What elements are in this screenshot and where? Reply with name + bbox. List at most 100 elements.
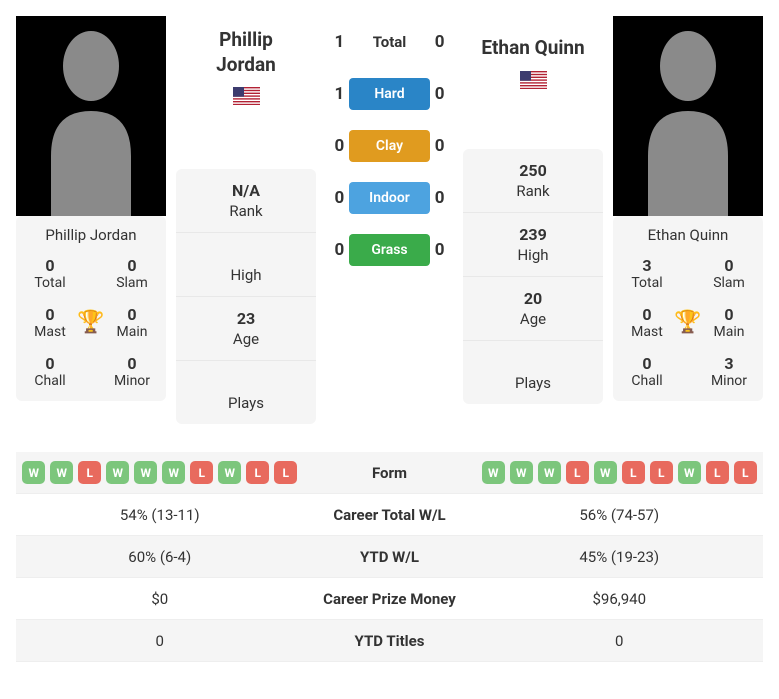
surface-indoor-b: 0 xyxy=(430,188,449,208)
surface-clay-b: 0 xyxy=(430,136,449,156)
ytd-titles-label: YTD Titles xyxy=(300,632,480,650)
player-b-name-card: Ethan Quinn xyxy=(621,226,755,244)
surface-indoor-label: Indoor xyxy=(349,182,431,214)
surface-indoor-row: 0 Indoor 0 xyxy=(330,182,449,214)
player-b-ytd-titles: 0 xyxy=(480,632,760,650)
surface-indoor-a: 0 xyxy=(330,188,349,208)
surface-grass-label: Grass xyxy=(349,234,431,266)
player-a-titles-grid: 0Total 0Slam 0Mast 🏆 0Main 0Chall 0Minor xyxy=(24,256,158,389)
minor-label: Minor xyxy=(106,373,158,389)
surface-grass-a: 0 xyxy=(330,240,349,260)
surfaces-col: 1 Total 0 1 Hard 0 0 Clay 0 0 Indoor 0 0… xyxy=(326,16,453,424)
prize-label: Career Prize Money xyxy=(300,590,480,608)
comp-form-row: WWLWWWLWLL Form WWWLWLLWLL xyxy=(16,452,763,494)
surface-hard-row: 1 Hard 0 xyxy=(330,78,449,110)
comp-ytd-wl-row: 60% (6-4) YTD W/L 45% (19-23) xyxy=(16,536,763,578)
surface-total-b: 0 xyxy=(430,32,449,52)
surface-clay-row: 0 Clay 0 xyxy=(330,130,449,162)
player-a-silhouette xyxy=(16,16,166,216)
form-pill: L xyxy=(706,461,729,484)
form-label: Form xyxy=(300,464,480,482)
form-pill: W xyxy=(106,461,129,484)
form-pill: W xyxy=(678,461,701,484)
high-label: High xyxy=(176,266,316,284)
surface-total-row: 1 Total 0 xyxy=(330,26,449,58)
chall-label: Chall xyxy=(24,373,76,389)
top-section: Phillip Jordan 0Total 0Slam 0Mast 🏆 0Mai… xyxy=(16,16,763,424)
player-b-total-num: 3 xyxy=(621,256,673,275)
player-a-rank: N/A xyxy=(176,181,316,200)
age-label: Age xyxy=(176,330,316,348)
form-pill: W xyxy=(594,461,617,484)
player-a-name-line2: Jordan xyxy=(216,53,276,76)
player-b-slam-num: 0 xyxy=(703,256,755,275)
player-b-stats-card: 250Rank 239High 20Age .Plays xyxy=(463,149,603,404)
form-pill: W xyxy=(538,461,561,484)
form-pill: L xyxy=(190,461,213,484)
form-pill: L xyxy=(78,461,101,484)
player-b-mast-num: 0 xyxy=(621,305,673,324)
player-a-name-card: Phillip Jordan xyxy=(24,226,158,244)
player-a-total-num: 0 xyxy=(24,256,76,275)
player-b-form: WWWLWLLWLL xyxy=(480,461,760,484)
player-a-slam-num: 0 xyxy=(106,256,158,275)
player-a-ytd-wl: 60% (6-4) xyxy=(20,548,300,566)
ytd-wl-label: YTD W/L xyxy=(300,548,480,566)
player-a-mast-num: 0 xyxy=(24,305,76,324)
form-pill: L xyxy=(246,461,269,484)
total-label: Total xyxy=(24,275,76,291)
us-flag-icon xyxy=(520,71,547,89)
player-b-prize: $96,940 xyxy=(480,590,760,608)
comp-ytd-titles-row: 0 YTD Titles 0 xyxy=(16,620,763,662)
us-flag-icon xyxy=(233,87,260,105)
player-b-stats-col: Ethan Quinn 250Rank 239High 20Age .Plays xyxy=(463,16,603,424)
player-b-chall-num: 0 xyxy=(621,354,673,373)
trophy-icon: 🏆 xyxy=(673,310,703,335)
player-a-header: Phillip Jordan xyxy=(176,16,316,111)
form-pill: W xyxy=(510,461,533,484)
surface-grass-b: 0 xyxy=(430,240,449,260)
player-a-age: 23 xyxy=(176,309,316,328)
player-b-rank: 250 xyxy=(463,161,603,180)
surface-hard-b: 0 xyxy=(430,84,449,104)
player-b-name-top: Ethan Quinn xyxy=(481,36,584,61)
mast-label: Mast xyxy=(24,324,76,340)
player-b-age: 20 xyxy=(463,289,603,308)
player-a-main-num: 0 xyxy=(106,305,158,324)
surface-clay-label: Clay xyxy=(349,130,431,162)
trophy-icon: 🏆 xyxy=(76,310,106,335)
surface-clay-a: 0 xyxy=(330,136,349,156)
slam-label: Slam xyxy=(106,275,158,291)
plays-label: Plays xyxy=(176,394,316,412)
player-b-high: 239 xyxy=(463,225,603,244)
form-pill: W xyxy=(22,461,45,484)
form-pill: W xyxy=(134,461,157,484)
form-pill: L xyxy=(734,461,757,484)
form-pill: W xyxy=(50,461,73,484)
comparison-table: WWLWWWLWLL Form WWWLWLLWLL 54% (13-11) C… xyxy=(16,452,763,662)
surface-total-label: Total xyxy=(349,26,431,58)
career-wl-label: Career Total W/L xyxy=(300,506,480,524)
form-pill: L xyxy=(274,461,297,484)
player-a-minor-num: 0 xyxy=(106,354,158,373)
surface-total-a: 1 xyxy=(330,32,349,52)
form-pill: L xyxy=(650,461,673,484)
form-pill: L xyxy=(566,461,589,484)
form-pill: W xyxy=(218,461,241,484)
player-b-ytd-wl: 45% (19-23) xyxy=(480,548,760,566)
player-a-stats-col: Phillip Jordan N/ARank .High 23Age .Play… xyxy=(176,16,316,424)
player-a-prize: $0 xyxy=(20,590,300,608)
player-a-portrait-col: Phillip Jordan 0Total 0Slam 0Mast 🏆 0Mai… xyxy=(16,16,166,424)
rank-label: Rank xyxy=(176,202,316,220)
surface-hard-a: 1 xyxy=(330,84,349,104)
player-a-stats-card: N/ARank .High 23Age .Plays xyxy=(176,169,316,424)
player-b-header: Ethan Quinn xyxy=(463,16,603,111)
player-a-ytd-titles: 0 xyxy=(20,632,300,650)
player-a-name-line1: Phillip xyxy=(219,28,273,51)
player-b-minor-num: 3 xyxy=(703,354,755,373)
comp-prize-row: $0 Career Prize Money $96,940 xyxy=(16,578,763,620)
main-label: Main xyxy=(106,324,158,340)
player-b-career-wl: 56% (74-57) xyxy=(480,506,760,524)
surface-hard-label: Hard xyxy=(349,78,431,110)
player-b-silhouette xyxy=(613,16,763,216)
